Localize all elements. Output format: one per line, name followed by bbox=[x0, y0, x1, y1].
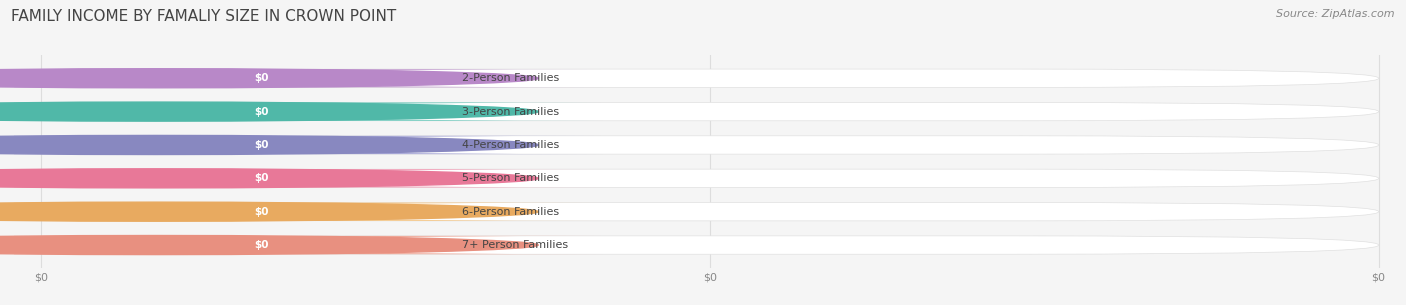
Text: 2-Person Families: 2-Person Families bbox=[461, 73, 560, 83]
Text: Source: ZipAtlas.com: Source: ZipAtlas.com bbox=[1277, 9, 1395, 19]
Text: 3-Person Families: 3-Person Families bbox=[461, 107, 558, 117]
Text: FAMILY INCOME BY FAMALIY SIZE IN CROWN POINT: FAMILY INCOME BY FAMALIY SIZE IN CROWN P… bbox=[11, 9, 396, 24]
Text: $0: $0 bbox=[254, 107, 269, 117]
Text: $0: $0 bbox=[254, 207, 269, 217]
FancyBboxPatch shape bbox=[41, 169, 1378, 188]
Text: $0: $0 bbox=[254, 173, 269, 183]
Text: 7+ Person Families: 7+ Person Families bbox=[461, 240, 568, 250]
FancyBboxPatch shape bbox=[0, 236, 603, 254]
FancyBboxPatch shape bbox=[41, 136, 1378, 154]
Text: $0: $0 bbox=[254, 140, 269, 150]
FancyBboxPatch shape bbox=[41, 236, 1378, 254]
Circle shape bbox=[0, 202, 538, 221]
FancyBboxPatch shape bbox=[41, 69, 1378, 88]
Text: $0: $0 bbox=[254, 240, 269, 250]
Circle shape bbox=[0, 102, 538, 121]
FancyBboxPatch shape bbox=[0, 69, 603, 88]
Text: 6-Person Families: 6-Person Families bbox=[461, 207, 558, 217]
FancyBboxPatch shape bbox=[41, 203, 1378, 221]
FancyBboxPatch shape bbox=[0, 203, 603, 221]
Text: 4-Person Families: 4-Person Families bbox=[461, 140, 560, 150]
FancyBboxPatch shape bbox=[0, 169, 603, 188]
FancyBboxPatch shape bbox=[41, 102, 1378, 121]
Circle shape bbox=[0, 135, 538, 155]
Text: 5-Person Families: 5-Person Families bbox=[461, 173, 558, 183]
Text: $0: $0 bbox=[254, 73, 269, 83]
FancyBboxPatch shape bbox=[0, 102, 603, 121]
Circle shape bbox=[0, 235, 538, 255]
Circle shape bbox=[0, 69, 538, 88]
FancyBboxPatch shape bbox=[0, 136, 603, 154]
Circle shape bbox=[0, 169, 538, 188]
